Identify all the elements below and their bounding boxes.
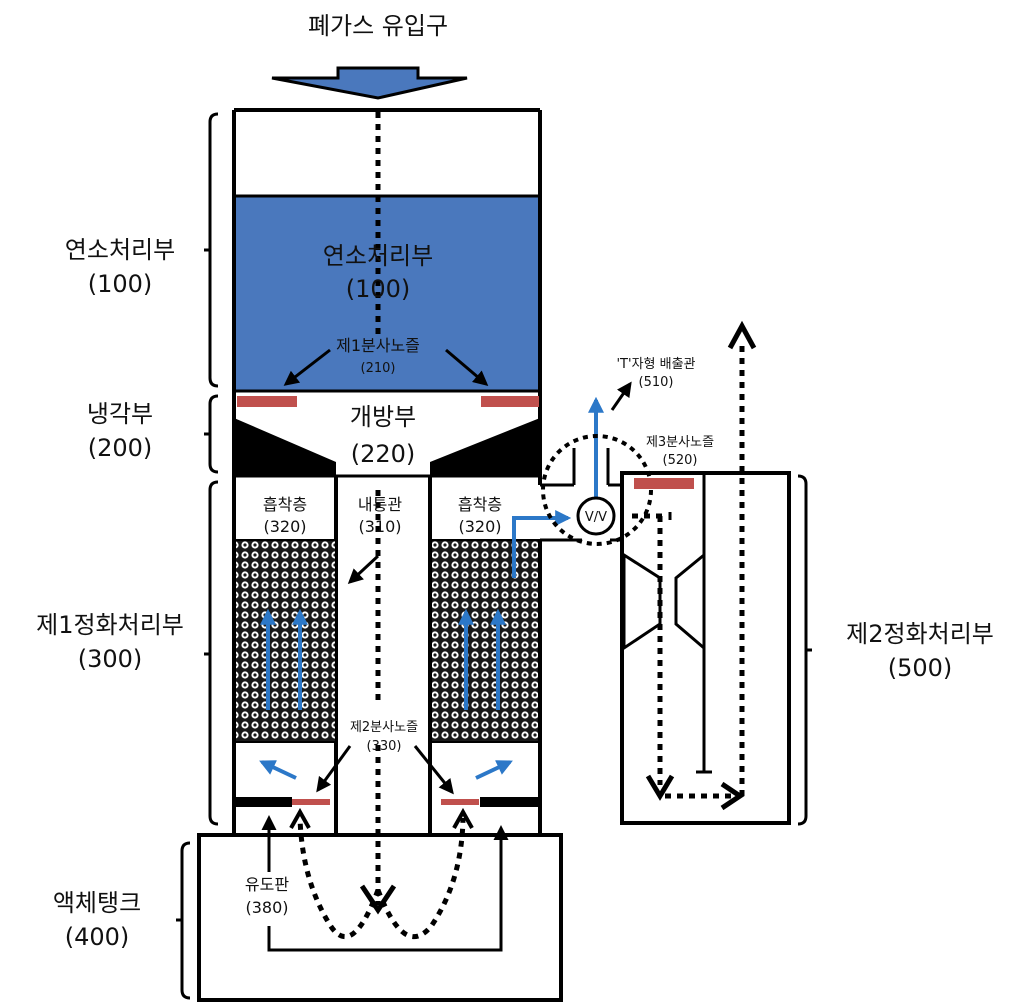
- bracket-label-purification2: 제2정화처리부: [846, 620, 994, 648]
- combustion-num: (100): [346, 275, 411, 303]
- nozzle2-num: (330): [367, 739, 402, 754]
- nozzle2-title: 제2분사노즐: [350, 720, 418, 735]
- cooling-hopper-left: [234, 418, 336, 476]
- nozzle3-num: (520): [663, 453, 698, 468]
- adsorb-left-title: 흡착층: [263, 495, 307, 514]
- bracket-label-purification1: 제1정화처리부: [36, 611, 184, 639]
- bracket-num-tank: (400): [65, 923, 130, 951]
- opening-num: (220): [351, 440, 416, 468]
- venturi-right: [676, 555, 704, 648]
- guide-num: (380): [245, 898, 288, 917]
- bracket-num-combustion: (100): [88, 270, 153, 298]
- inlet-label: 폐가스 유입구: [308, 12, 448, 40]
- combustion-title: 연소처리부: [323, 242, 433, 270]
- guide-plate: [269, 828, 501, 950]
- second-unit-flow: [632, 326, 754, 808]
- adsorb-right-num: (320): [458, 517, 501, 536]
- nozzle1-num: (210): [361, 361, 396, 376]
- nozzle2-right: [441, 799, 479, 805]
- tpipe-num: (510): [639, 375, 674, 390]
- bracket-num-cooling: (200): [88, 434, 153, 462]
- nozzle1-right: [481, 396, 539, 407]
- inner-tube-title: 내통관: [358, 495, 402, 514]
- venturi-left: [624, 555, 660, 648]
- nozzle3-title: 제3분사노즐: [646, 435, 714, 450]
- adsorb-left-num: (320): [263, 517, 306, 536]
- guide-title: 유도판: [245, 875, 289, 894]
- nozzle1-title: 제1분사노즐: [336, 336, 420, 355]
- adsorbent-bed-left: [236, 540, 335, 742]
- adsorbent-bed-right: [432, 540, 538, 742]
- nozzle2-left: [292, 799, 330, 805]
- liquid-tank: [199, 835, 561, 1000]
- bracket-num-purification1: (300): [78, 645, 143, 673]
- bottom-plate-left: [234, 797, 292, 807]
- opening-title: 개방부: [350, 403, 416, 431]
- bracket-label-combustion: 연소처리부: [65, 236, 175, 264]
- nozzle3: [634, 478, 694, 489]
- bracket-label-tank: 액체탱크: [53, 889, 141, 917]
- tpipe-title: 'T'자형 배출관: [616, 357, 695, 372]
- bracket-label-cooling: 냉각부: [87, 400, 153, 428]
- inlet-arrow: [272, 68, 467, 98]
- bracket-num-purification2: (500): [888, 654, 953, 682]
- nozzle1-left: [237, 396, 297, 407]
- bottom-plate-right: [480, 797, 540, 807]
- valve-label: V/V: [585, 510, 607, 525]
- adsorb-right-title: 흡착층: [458, 495, 502, 514]
- cooling-hopper-right: [430, 418, 540, 476]
- inner-tube-num: (310): [358, 517, 401, 536]
